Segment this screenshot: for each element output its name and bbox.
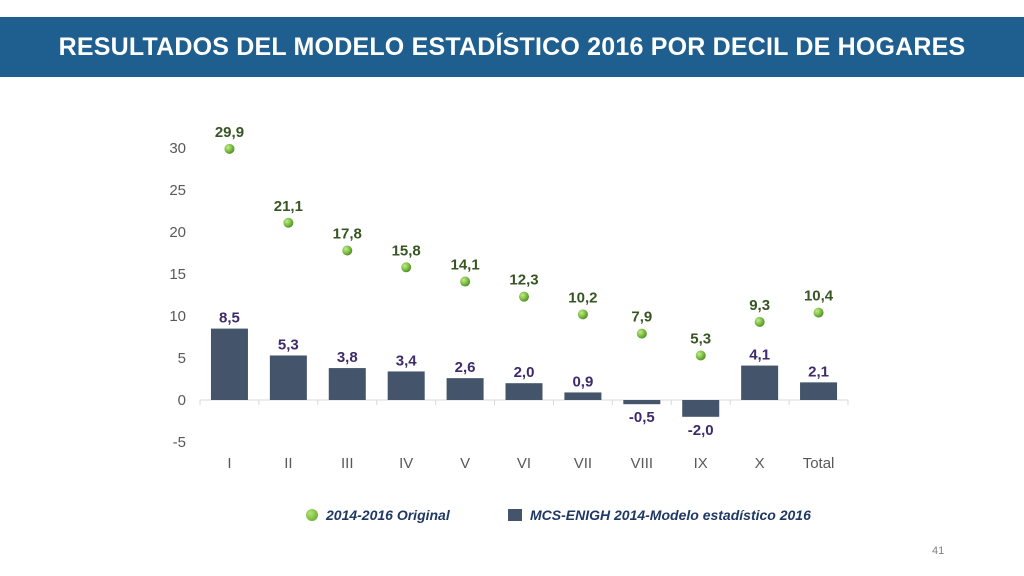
x-tick-label: IX [694,455,708,472]
data-point [695,350,706,361]
bar [800,382,838,400]
x-tick-label: VII [574,455,592,472]
bar [210,328,248,400]
x-tick-label: VI [517,455,531,472]
bar-data-label: -2,0 [688,422,714,439]
legend-label-modelo: MCS-ENIGH 2014-Modelo estadístico 2016 [530,507,811,523]
data-point [342,245,353,256]
point-data-label: 14,1 [450,257,479,274]
bar-data-label: 0,9 [572,373,593,390]
point-data-label: 12,3 [509,272,538,289]
data-point [577,309,588,320]
header-bar: RESULTADOS DEL MODELO ESTADÍSTICO 2016 P… [0,17,1024,77]
x-tick-label: IV [399,455,413,472]
bar [269,355,307,400]
legend-item-modelo: MCS-ENIGH 2014-Modelo estadístico 2016 [508,507,811,523]
legend-square-icon [508,509,522,521]
legend-label-original: 2014-2016 Original [326,507,450,523]
y-tick-label: 5 [178,350,186,367]
point-data-label: 7,9 [631,309,652,326]
point-data-label: 9,3 [749,297,770,314]
bar-data-label: 8,5 [219,310,240,327]
data-point [813,307,824,318]
point-data-label: 10,4 [804,288,834,305]
x-tick-label: VIII [631,455,654,472]
bar [387,371,425,400]
y-tick-label: 30 [169,140,186,157]
bar-data-label: -0,5 [629,409,655,426]
x-tick-label: II [284,455,292,472]
legend-item-original: 2014-2016 Original [306,507,450,523]
legend-dot-icon [306,509,318,521]
bar [564,392,602,400]
bar-data-label: 2,6 [455,359,476,376]
point-data-label: 21,1 [274,198,303,215]
y-tick-label: 10 [169,308,186,325]
data-point [519,291,529,302]
data-point [401,262,412,273]
x-tick-label: I [227,455,231,472]
data-point [283,217,294,228]
point-data-label: 17,8 [333,225,362,242]
bar-data-label: 4,1 [749,347,770,364]
x-tick-label: X [755,455,765,472]
y-tick-label: 25 [169,182,186,199]
data-point [460,276,471,287]
x-tick-label: III [341,455,354,472]
x-tick-label: Total [803,455,835,472]
bar [682,400,720,417]
y-tick-label: 15 [169,266,186,283]
x-tick-label: V [460,455,470,472]
data-point [754,316,765,327]
point-data-label: 10,2 [568,289,597,306]
bar-data-label: 5,3 [278,336,299,353]
bar [446,378,484,400]
bar-data-label: 3,4 [396,352,418,369]
data-point [636,328,647,339]
y-tick-label: 20 [169,224,186,241]
bar-data-label: 2,1 [808,363,829,380]
point-data-label: 15,8 [392,242,421,259]
y-tick-label: 0 [178,392,186,409]
bar-data-label: 3,8 [337,349,358,366]
page-title: RESULTADOS DEL MODELO ESTADÍSTICO 2016 P… [58,32,966,61]
point-data-label: 29,9 [215,124,244,141]
point-data-label: 5,3 [690,330,711,347]
bar [623,400,661,405]
bar [505,383,543,400]
bar-data-label: 2,0 [514,364,535,381]
bar [328,368,366,400]
page-number: 41 [932,545,945,557]
bar [741,365,779,400]
data-point [224,143,235,154]
y-tick-label: -5 [173,434,186,451]
legend: 2014-2016 Original MCS-ENIGH 2014-Modelo… [0,507,1024,527]
